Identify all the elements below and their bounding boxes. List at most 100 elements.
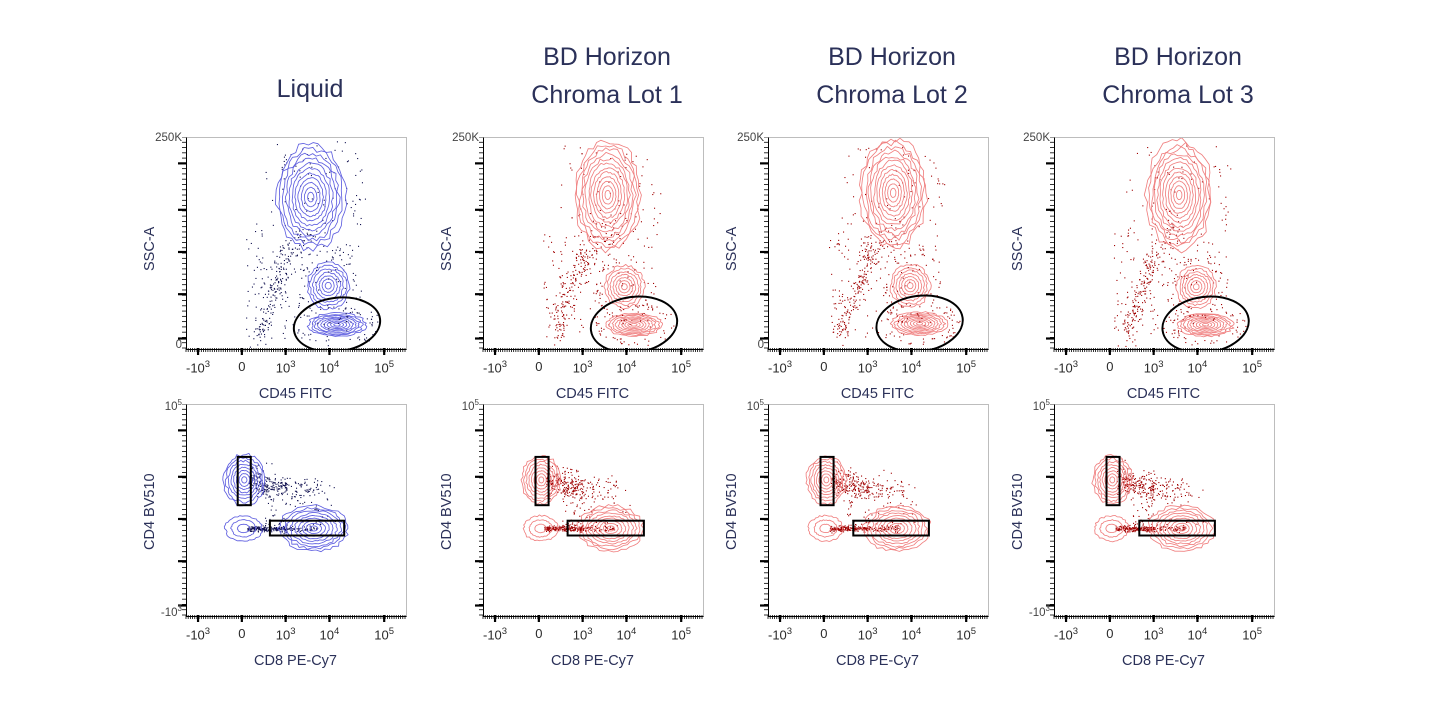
x-tick-label: 104 (313, 626, 345, 642)
y-tick-label-bottom: -103 (1012, 604, 1050, 619)
panel-column-lot3: BD Horizon Chroma Lot 3 -103 0 103 104 105 250K… (1008, 0, 1348, 710)
y-tick-top-value: 250K (452, 132, 479, 144)
y-tick-bottom-exponent: 3 (1045, 604, 1050, 613)
x-tick-exponent: 3 (872, 626, 878, 637)
x-tick-label: 0 (808, 626, 840, 641)
plot-area[interactable] (768, 404, 989, 617)
x-tick-exponent: 3 (501, 626, 508, 637)
plot-area[interactable] (483, 137, 704, 350)
x-tick-label: 103 (567, 626, 599, 642)
y-axis-title: CD4 BV510 (724, 472, 740, 550)
x-tick-exponent: 3 (587, 359, 593, 370)
x-tick-exponent: 5 (388, 359, 395, 370)
x-axis-title: CD45 FITC (258, 386, 333, 402)
x-tick-label: -103 (479, 359, 511, 375)
axis-ticks (760, 137, 988, 355)
x-tick-value: 10 (1187, 360, 1203, 376)
x-tick-label: 105 (1236, 359, 1268, 375)
x-tick-exponent: 3 (290, 359, 296, 370)
x-tick-value: 10 (956, 627, 971, 643)
x-tick-exponent: 4 (334, 359, 340, 370)
x-tick-value: 0 (820, 359, 828, 374)
x-tick-label: -103 (182, 359, 214, 375)
x-tick-exponent: 5 (388, 626, 395, 637)
x-tick-value: 10 (857, 360, 873, 376)
y-tick-top-value: 10 (164, 400, 178, 413)
y-tick-label-bottom: -103 (144, 604, 182, 619)
column-title-line1: BD Horizon (828, 43, 956, 71)
x-tick-value: 10 (1242, 627, 1257, 643)
x-tick-exponent: 3 (1072, 359, 1079, 370)
x-tick-value: 10 (616, 360, 632, 376)
y-tick-top-exponent: 5 (177, 398, 182, 407)
plot-area[interactable] (186, 137, 407, 350)
x-tick-label: 105 (368, 359, 400, 375)
y-tick-bottom-exponent: 3 (177, 604, 182, 613)
x-tick-label: 103 (852, 626, 884, 642)
x-tick-label: 103 (852, 359, 884, 375)
x-tick-exponent: 4 (916, 626, 922, 637)
x-tick-label: 105 (950, 359, 982, 375)
x-tick-exponent: 3 (1158, 359, 1164, 370)
x-tick-label: -103 (1050, 359, 1082, 375)
x-tick-exponent: 5 (1256, 359, 1263, 370)
plot-area[interactable] (483, 404, 704, 617)
axis-ticks (475, 137, 703, 355)
x-tick-value: 10 (572, 360, 588, 376)
x-tick-value: 10 (572, 627, 588, 643)
x-tick-exponent: 4 (1202, 626, 1208, 637)
y-tick-top-exponent: 5 (1045, 398, 1050, 407)
x-tick-label: -103 (182, 626, 214, 642)
y-tick-label-top: 250K (144, 132, 182, 144)
y-tick-bottom-value: 0 (757, 339, 764, 351)
y-tick-top-exponent: 5 (474, 398, 479, 407)
y-axis-title: CD4 BV510 (439, 472, 455, 550)
panel-column-lot1: BD Horizon Chroma Lot 1 -103 0 103 104 105 250K… (437, 0, 777, 710)
axis-ticks (475, 404, 703, 622)
x-tick-label: 105 (665, 359, 697, 375)
x-tick-exponent: 5 (685, 359, 692, 370)
x-tick-label: 0 (808, 359, 840, 374)
x-tick-value: -10 (185, 627, 205, 643)
column-title-line2: Chroma Lot 2 (816, 81, 968, 109)
x-axis-title: CD8 PE-Cy7 (254, 653, 337, 669)
x-tick-value: 10 (616, 627, 632, 643)
y-tick-bottom-value: 0 (175, 339, 182, 351)
plot-area[interactable] (186, 404, 407, 617)
y-tick-top-value: 10 (1032, 400, 1046, 413)
plot-area[interactable] (768, 137, 989, 350)
x-tick-exponent: 4 (631, 626, 637, 637)
x-tick-label: 0 (1094, 626, 1126, 641)
plot-area[interactable] (1054, 404, 1275, 617)
y-axis-title: SSC-A (724, 226, 740, 271)
x-tick-value: 10 (1143, 627, 1159, 643)
y-tick-bottom-value: -10 (160, 606, 178, 619)
x-tick-value: -10 (767, 360, 787, 376)
x-tick-value: -10 (1053, 360, 1073, 376)
x-tick-label: 104 (1181, 359, 1213, 375)
x-tick-value: 10 (319, 627, 335, 643)
x-tick-label: 105 (665, 626, 697, 642)
x-tick-exponent: 4 (334, 626, 340, 637)
x-tick-label: 104 (313, 359, 345, 375)
column-title-liquid: Liquid (140, 70, 480, 108)
x-tick-exponent: 3 (204, 359, 211, 370)
x-tick-label: 103 (1138, 626, 1170, 642)
x-tick-label: 104 (610, 626, 642, 642)
x-axis-title: CD8 PE-Cy7 (551, 653, 634, 669)
plot-area[interactable] (1054, 137, 1275, 350)
x-tick-exponent: 3 (290, 626, 296, 637)
column-title-line1: BD Horizon (1114, 43, 1242, 71)
x-tick-value: 10 (319, 360, 335, 376)
y-tick-label-bottom: 0 (144, 339, 182, 351)
x-tick-exponent: 5 (970, 626, 977, 637)
x-tick-exponent: 5 (685, 626, 692, 637)
x-tick-value: 10 (857, 627, 873, 643)
x-tick-value: -10 (767, 627, 787, 643)
x-tick-exponent: 4 (631, 359, 637, 370)
x-tick-exponent: 4 (916, 359, 922, 370)
x-tick-exponent: 3 (501, 359, 508, 370)
y-tick-bottom-value: -10 (1028, 606, 1046, 619)
x-tick-value: 0 (238, 626, 246, 641)
x-tick-label: 105 (1236, 626, 1268, 642)
